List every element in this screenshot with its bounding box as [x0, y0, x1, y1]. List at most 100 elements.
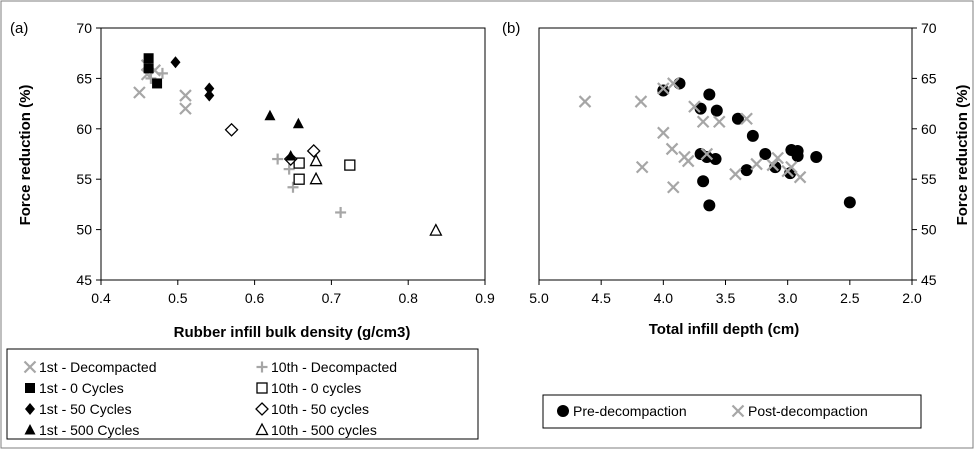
panel-a-xtick-label: 0.4	[91, 290, 111, 306]
point-post-decompaction	[667, 180, 680, 194]
point-1st-0-cycles-shape	[152, 78, 163, 89]
point-10th-0-cycles	[293, 173, 305, 185]
panel-b-ytick-label: 70	[921, 20, 937, 36]
point-pre-decompaction-shape	[694, 102, 707, 115]
point-1st-50-cycles-shape	[204, 82, 215, 95]
legend-marker-1st-50-cycles-shape	[25, 403, 35, 415]
point-pre-decompaction	[740, 164, 753, 177]
panel-b-xlabel: Total infill depth (cm)	[649, 321, 800, 338]
panel-b-plot-area	[538, 27, 913, 281]
point-post-decompaction	[771, 151, 784, 165]
panel-b-ytick-label: 55	[921, 171, 937, 187]
point-pre-decompaction-shape	[843, 196, 856, 209]
panel-a-label: (a)	[10, 20, 28, 37]
point-10th-0-cycles-shape	[293, 173, 305, 185]
panel-b-xtick-label: 4.0	[654, 290, 674, 306]
point-1st-500-cycles-shape	[285, 150, 297, 161]
point-post-decompaction-stroke	[696, 115, 710, 129]
point-1st-0-cycles-shape	[143, 53, 154, 64]
point-pre-decompaction-shape	[709, 153, 722, 166]
legend-label-10th-0-cycles: 10th - 0 cycles	[271, 380, 361, 396]
point-10th-0-cycles	[293, 157, 305, 169]
point-10th-0-cycles-shape	[293, 157, 305, 169]
point-post-decompaction	[750, 157, 763, 171]
point-1st-50-cycles	[204, 89, 215, 102]
point-10th-decompacted	[283, 163, 295, 175]
point-pre-decompaction-shape	[710, 104, 723, 117]
legend-label-1st-decompacted: 1st - Decompacted	[39, 359, 157, 375]
panel-a-ytick-label: 45	[76, 272, 92, 288]
panel-b-ytick-label: 65	[921, 70, 937, 86]
panel-b-xtick-label: 3.5	[716, 290, 736, 306]
panel-a-xtick-label: 0.9	[475, 290, 495, 306]
point-post-decompaction-stroke	[740, 112, 753, 125]
point-1st-500-cycles-shape	[264, 109, 276, 121]
point-post-decompaction-stroke	[700, 147, 714, 161]
point-post-decompaction	[681, 154, 695, 168]
legend-marker-1st-500-cycles	[24, 424, 36, 435]
legend-marker-pre-decompaction-shape	[557, 405, 569, 417]
point-post-decompaction-stroke	[657, 126, 670, 140]
point-post-decompaction-stroke	[665, 142, 679, 156]
point-pre-decompaction	[791, 150, 804, 163]
point-pre-decompaction-shape	[740, 164, 753, 177]
point-post-decompaction-stroke	[578, 95, 592, 108]
point-post-decompaction	[740, 112, 753, 125]
point-post-decompaction-stroke	[785, 160, 798, 174]
point-post-decompaction	[578, 95, 592, 108]
panel-b-ytick-label: 50	[921, 222, 937, 238]
legend-marker-post-decompaction-stroke	[731, 404, 745, 418]
point-post-decompaction-stroke	[688, 100, 701, 113]
point-10th-decompacted	[145, 72, 157, 84]
legend-marker-1st-0-cycles-shape	[25, 383, 35, 393]
point-1st-decompacted	[133, 86, 146, 99]
legend-label-1st-0-cycles: 1st - 0 Cycles	[39, 380, 124, 396]
legend-label-1st-50-cycles: 1st - 50 Cycles	[39, 401, 132, 417]
point-10th-decompacted	[156, 67, 168, 79]
legend-marker-1st-0-cycles	[25, 383, 35, 393]
point-post-decompaction-stroke	[729, 167, 742, 181]
point-post-decompaction-stroke	[766, 158, 780, 172]
legend-marker-pre-decompaction	[557, 405, 569, 417]
point-10th-decompacted	[272, 153, 284, 165]
point-1st-decompacted-stroke	[179, 89, 192, 102]
point-pre-decompaction	[746, 129, 759, 142]
point-post-decompaction-stroke	[771, 151, 784, 165]
point-post-decompaction	[729, 167, 742, 181]
point-10th-50-cycles	[306, 144, 321, 158]
point-10th-50-cycles	[224, 122, 239, 137]
point-pre-decompaction	[703, 199, 716, 212]
legend-marker-1st-500-cycles-shape	[24, 424, 36, 435]
panel-a-ytick-label: 60	[76, 121, 92, 137]
panel-b-ylabel: Force reduction (%)	[954, 85, 971, 226]
legend-marker-post-decompaction	[731, 404, 745, 418]
legend-label-10th-decompacted: 10th - Decompacted	[271, 359, 397, 375]
point-10th-0-cycles	[344, 159, 356, 171]
point-pre-decompaction	[657, 84, 670, 97]
point-post-decompaction-stroke	[667, 77, 680, 90]
point-1st-500-cycles	[285, 150, 297, 161]
panel-b-ytick-label: 45	[921, 272, 937, 288]
point-pre-decompaction	[759, 148, 772, 160]
point-1st-decompacted	[179, 89, 192, 102]
point-1st-50-cycles-shape	[170, 56, 181, 69]
point-post-decompaction	[793, 170, 807, 184]
panel-b-xtick-label: 5.0	[529, 290, 549, 306]
point-pre-decompaction	[709, 153, 722, 166]
point-post-decompaction-stroke	[667, 180, 680, 194]
point-1st-0-cycles	[143, 63, 154, 74]
legend-label-10th-500-cycles: 10th - 500 cycles	[271, 422, 377, 438]
point-pre-decompaction	[697, 175, 710, 188]
point-post-decompaction	[688, 100, 701, 113]
point-10th-500-cycles	[309, 171, 323, 185]
panel-a-legend-box	[6, 348, 479, 440]
point-pre-decompaction	[703, 88, 716, 101]
panel-b-xtick-label: 2.0	[902, 290, 922, 306]
point-pre-decompaction-shape	[759, 148, 772, 160]
point-10th-500-cycles-shape	[309, 171, 323, 185]
legend-marker-10th-50-cycles-shape	[255, 402, 269, 416]
point-1st-50-cycles	[204, 82, 215, 95]
point-post-decompaction	[696, 115, 710, 129]
